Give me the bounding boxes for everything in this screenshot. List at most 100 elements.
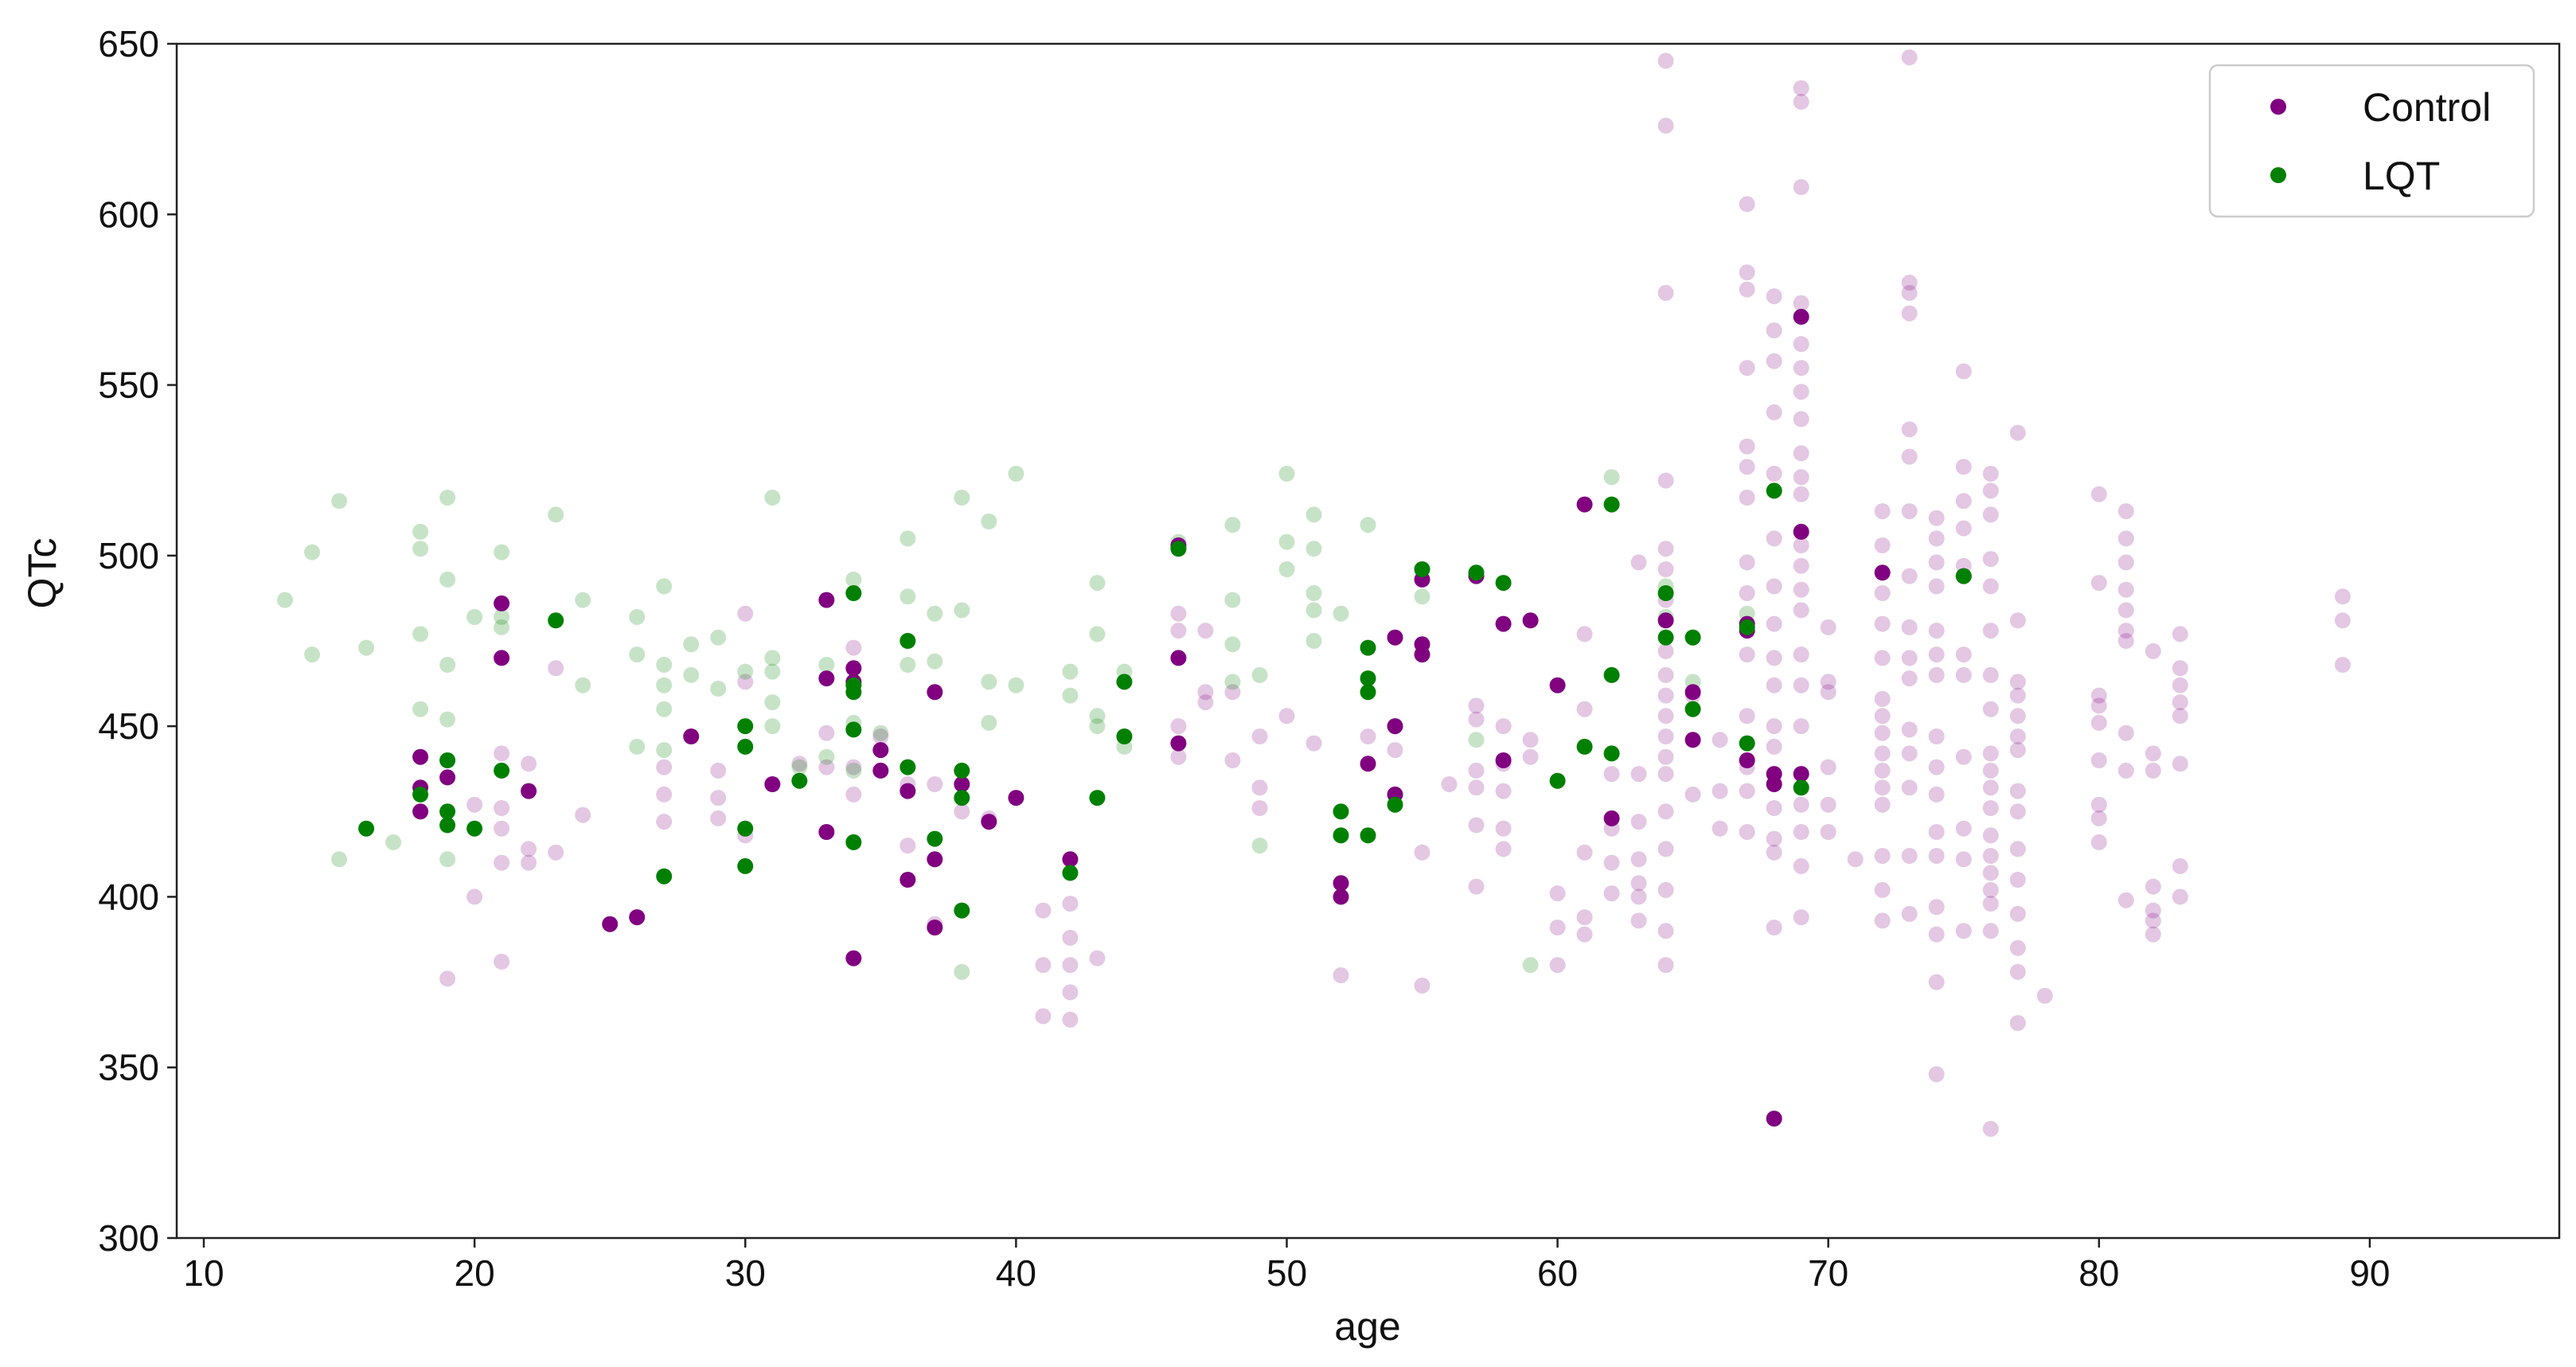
- control-point: [927, 684, 943, 701]
- faded-control-point: [1657, 841, 1674, 857]
- faded-control-point: [1657, 728, 1674, 744]
- faded-lqt-point: [331, 851, 348, 868]
- faded-control-point: [1793, 557, 1809, 574]
- lqt-point: [412, 786, 429, 803]
- faded-control-point: [1657, 53, 1674, 69]
- control-point: [1576, 496, 1593, 513]
- faded-control-point: [2009, 742, 2026, 759]
- lqt-point: [1603, 496, 1620, 513]
- control-point: [1603, 810, 1620, 826]
- faded-lqt-point: [439, 711, 456, 728]
- faded-control-point: [1062, 1011, 1079, 1028]
- faded-control-point: [1657, 561, 1674, 577]
- faded-lqt-point: [656, 742, 673, 759]
- faded-control-point: [1901, 284, 1918, 301]
- faded-control-point: [1766, 404, 1782, 420]
- faded-control-point: [1766, 844, 1782, 861]
- lqt-point: [927, 830, 943, 847]
- faded-control-point: [1630, 814, 1647, 830]
- control-point: [1387, 718, 1403, 735]
- faded-control-point: [494, 800, 510, 816]
- faded-control-point: [2090, 752, 2107, 768]
- faded-lqt-point: [1603, 469, 1620, 486]
- faded-control-point: [1982, 745, 1999, 762]
- y-tick-label: 450: [98, 705, 159, 747]
- legend-box: [2208, 64, 2535, 218]
- faded-control-point: [1955, 820, 1972, 837]
- faded-control-point: [1576, 926, 1593, 943]
- faded-control-point: [2172, 626, 2188, 642]
- control-point: [1874, 564, 1891, 581]
- x-tick-label: 20: [455, 1252, 495, 1294]
- faded-lqt-point: [1306, 585, 1322, 601]
- faded-control-point: [466, 889, 483, 905]
- faded-control-point: [1901, 779, 1918, 796]
- faded-control-point: [1955, 459, 1972, 475]
- lqt-point: [1684, 629, 1701, 646]
- faded-control-point: [954, 803, 970, 820]
- faded-control-point: [2090, 834, 2107, 850]
- x-tick-label: 50: [1267, 1252, 1307, 1294]
- faded-control-point: [1793, 602, 1809, 619]
- faded-control-point: [1766, 650, 1782, 666]
- control-point: [494, 595, 510, 611]
- legend: Control LQT: [2208, 64, 2535, 218]
- y-tick-label: 500: [98, 535, 159, 576]
- control-point: [1766, 1111, 1782, 1127]
- lqt-point: [358, 820, 375, 837]
- faded-lqt-point: [412, 523, 429, 540]
- control-point: [872, 742, 889, 759]
- faded-control-point: [1739, 554, 1755, 571]
- faded-control-point: [1874, 745, 1891, 762]
- faded-lqt-point: [927, 605, 943, 622]
- y-tick-label: 350: [98, 1047, 159, 1088]
- lqt-point: [656, 868, 673, 885]
- faded-lqt-point: [1224, 517, 1241, 533]
- faded-control-point: [2145, 902, 2161, 919]
- faded-lqt-point: [439, 490, 456, 506]
- y-axis-label: QTc: [20, 538, 64, 609]
- y-tick-label: 550: [98, 365, 159, 406]
- lqt-point: [439, 817, 456, 834]
- faded-control-point: [1982, 551, 1999, 568]
- lqt-point: [439, 803, 456, 820]
- faded-lqt-point: [494, 544, 510, 560]
- faded-lqt-point: [1251, 666, 1268, 683]
- faded-control-point: [1982, 623, 1999, 639]
- faded-lqt-point: [1414, 588, 1430, 605]
- faded-lqt-point: [304, 544, 321, 560]
- faded-lqt-point: [981, 514, 997, 529]
- control-point: [818, 592, 835, 608]
- faded-control-point: [1414, 977, 1430, 994]
- faded-control-point: [1874, 779, 1891, 796]
- faded-control-point: [1874, 762, 1891, 779]
- faded-control-point: [548, 660, 564, 677]
- faded-control-point: [2009, 1015, 2026, 1031]
- faded-control-point: [1820, 619, 1836, 635]
- faded-control-point: [1468, 711, 1485, 728]
- faded-control-point: [1711, 783, 1728, 799]
- faded-control-point: [1306, 735, 1322, 752]
- faded-control-point: [1739, 438, 1755, 455]
- faded-control-point: [2172, 857, 2188, 874]
- faded-control-point: [1847, 851, 1864, 868]
- faded-control-point: [1630, 851, 1647, 868]
- faded-lqt-point: [737, 663, 754, 680]
- faded-control-point: [2009, 963, 2026, 980]
- faded-control-point: [2009, 783, 2026, 799]
- lqt-point: [954, 790, 970, 807]
- faded-control-point: [1414, 844, 1430, 861]
- faded-control-point: [1982, 701, 1999, 717]
- faded-control-point: [1062, 984, 1079, 1001]
- faded-control-point: [1955, 646, 1972, 663]
- lqt-point: [1766, 482, 1782, 499]
- x-tick-label: 70: [1808, 1252, 1848, 1294]
- faded-control-point: [1170, 718, 1187, 735]
- faded-control-point: [2145, 642, 2161, 659]
- faded-control-point: [1793, 677, 1809, 693]
- faded-control-point: [1928, 666, 1945, 683]
- faded-control-point: [2009, 424, 2026, 441]
- faded-control-point: [1739, 783, 1755, 799]
- faded-lqt-point: [818, 657, 835, 673]
- faded-control-point: [1901, 305, 1918, 322]
